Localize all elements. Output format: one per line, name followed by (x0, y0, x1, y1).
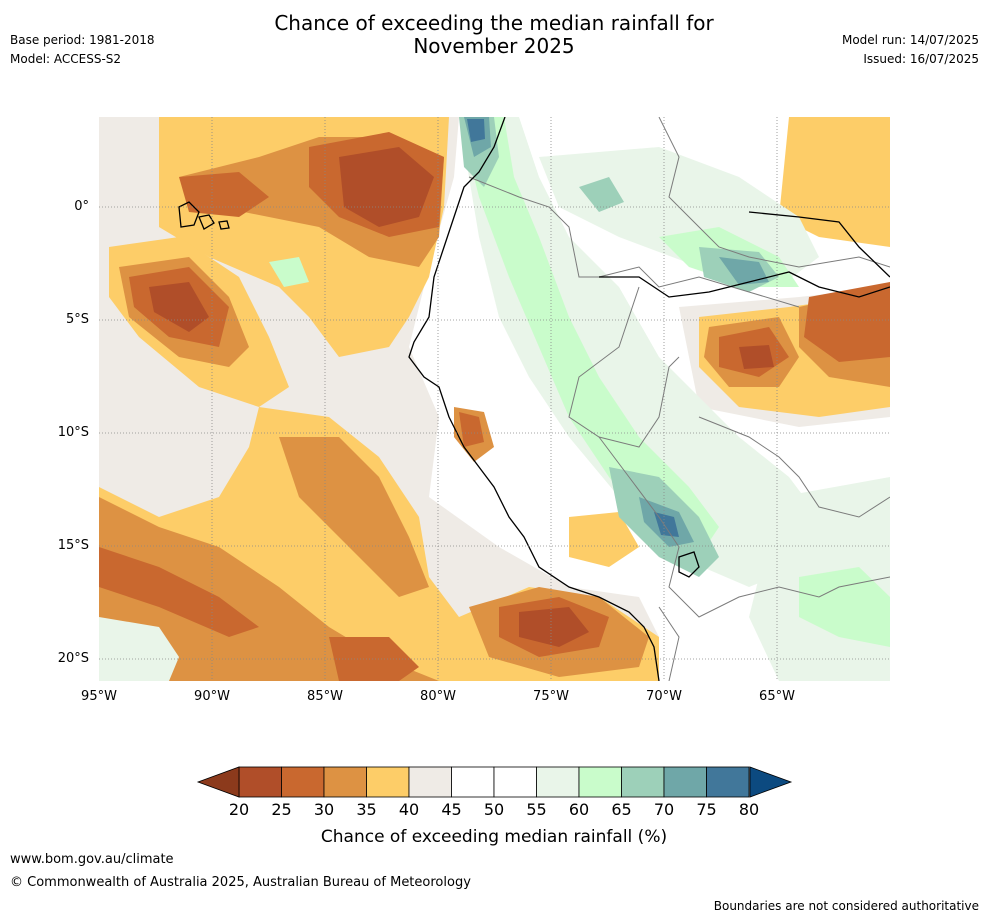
map-title: Chance of exceeding the median rainfall … (0, 12, 988, 58)
colorbar-cell-50-55 (493, 766, 537, 798)
footer-disclaimer: Boundaries are not considered authoritat… (713, 899, 979, 913)
colorbar-tick-60: 60 (568, 800, 590, 819)
colorbar-cell-30-35 (323, 766, 367, 798)
coastlines (178, 117, 890, 681)
shade-25-30-amazon-east (804, 282, 890, 362)
colorbar-tick-20: 20 (228, 800, 250, 819)
pacific-coastline (408, 117, 660, 681)
colorbar-cell-60-65 (578, 766, 622, 798)
model-run-label: Model run: 14/07/2025 (841, 33, 979, 47)
shade-60-65-galapagos (269, 257, 309, 287)
bolivia-boundary (598, 436, 890, 618)
shade-70-75-amazon (719, 257, 769, 285)
shade-30-35-offshore (279, 437, 429, 597)
issued-label: Issued: 16/07/2025 (863, 52, 979, 66)
colorbar-cell-20-25 (238, 766, 282, 798)
amazon-river (599, 271, 890, 298)
colorbar-tick-55: 55 (526, 800, 547, 819)
rainfall-probability-map (99, 117, 890, 681)
lon-label-70w: 70°W (646, 689, 682, 704)
lon-label-75w: 75°W (533, 689, 569, 704)
lon-label-65w: 65°W (759, 689, 795, 704)
lon-label-95w: 95°W (81, 689, 117, 704)
shade-30-35-southwest (99, 497, 439, 681)
lon-label-85w: 85°W (307, 689, 343, 704)
footer-copyright: © Commonwealth of Australia 2025, Austra… (10, 875, 471, 890)
colorbar-under-arrow (196, 766, 240, 798)
shade-35-40-northeast (779, 117, 890, 247)
colorbar-title: Chance of exceeding median rainfall (%) (320, 827, 668, 847)
shade-60-65-south (799, 567, 890, 647)
lat-label-5s: 5°S (65, 312, 89, 327)
galapagos-island-1 (178, 201, 200, 228)
map-title-line1: Chance of exceeding the median rainfall … (274, 11, 714, 35)
colorbar-over-arrow (749, 766, 793, 798)
shade-20-25-south (519, 607, 589, 647)
shade-65-70-north (579, 177, 624, 212)
shade-60-65-andes (459, 117, 719, 557)
colorbar-cell-65-70 (621, 766, 665, 798)
colorbar (196, 766, 793, 798)
shade-35-40-coast (569, 512, 639, 567)
lon-label-90w: 90°W (194, 689, 230, 704)
shade-25-30-pacific-north (179, 172, 269, 217)
model-label: Model: ACCESS-S2 (10, 52, 122, 66)
lat-label-10s: 10°S (57, 425, 89, 440)
shade-20-25-amazon (739, 345, 774, 369)
lat-label-20s: 20°S (57, 651, 89, 666)
colorbar-cell-35-40 (366, 766, 410, 798)
probability-shading (99, 117, 890, 681)
colorbar-cells (238, 766, 750, 798)
colorbar-cell-70-75 (663, 766, 707, 798)
caribbean-coastline (748, 211, 890, 278)
chile-argentina-boundary (658, 606, 680, 681)
galapagos-island-3 (218, 220, 230, 230)
map-canvas (99, 117, 890, 681)
colorbar-tick-75: 75 (696, 800, 717, 819)
colorbar-tick-40: 40 (398, 800, 420, 819)
country-boundaries (468, 117, 890, 681)
footer-url: www.bom.gov.au/climate (10, 852, 174, 867)
shade-20-25-galapagos (149, 282, 209, 332)
colorbar-tick-45: 45 (441, 800, 462, 819)
colorbar-cell-75-80 (706, 766, 750, 798)
shade-75-80-pacific (467, 119, 485, 142)
shade-20-25-colombia (339, 147, 434, 227)
lat-label-15s: 15°S (57, 538, 89, 553)
colorbar-cell-25-30 (281, 766, 325, 798)
shade-55-60-andes (459, 117, 819, 587)
shade-55-60-south-west (99, 617, 179, 681)
galapagos-island-2 (198, 214, 215, 230)
lon-label-80w: 80°W (420, 689, 456, 704)
colorbar-tick-65: 65 (611, 800, 632, 819)
colorbar-cell-40-45 (408, 766, 452, 798)
gridlines (99, 117, 890, 681)
colorbar-tick-50: 50 (483, 800, 505, 819)
colorbar-tick-30: 30 (313, 800, 335, 819)
colorbar-cell-45-50 (451, 766, 495, 798)
colorbar-cell-55-60 (536, 766, 580, 798)
shade-25-30-peru-coast (459, 412, 484, 447)
lat-label-0: 0° (74, 199, 89, 214)
colorbar-tick-70: 70 (653, 800, 675, 819)
map-title-line2: November 2025 (413, 34, 575, 58)
brazil-bolivia-boundary (698, 416, 890, 518)
lake-titicaca (678, 551, 700, 578)
colorbar-tick-25: 25 (271, 800, 292, 819)
shade-25-30-south-west (329, 637, 419, 681)
colorbar-tick-35: 35 (356, 800, 377, 819)
colorbar-tick-80: 80 (738, 800, 760, 819)
colombia-venezuela-boundary (658, 117, 890, 268)
base-period-label: Base period: 1981-2018 (10, 33, 155, 47)
shade-25-30-southwest (99, 547, 259, 637)
